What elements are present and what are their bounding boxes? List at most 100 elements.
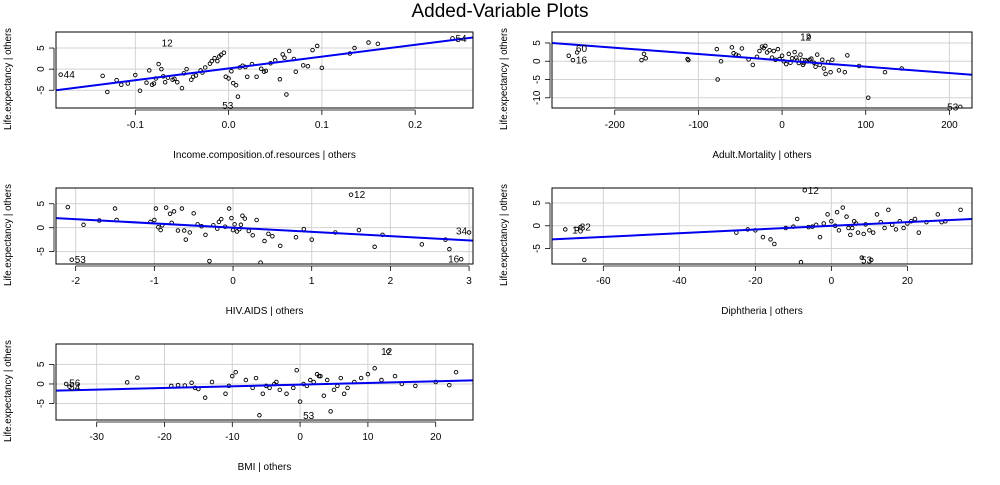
y-tick-label: 0 [36,381,47,387]
data-point [916,230,922,235]
regression-line [552,217,972,241]
data-point [221,50,227,55]
data-point [316,373,322,379]
regression-line [552,41,972,76]
data-points [63,349,459,418]
data-point [767,48,772,53]
data-point [840,205,846,210]
data-point [639,57,644,63]
data-point [218,216,224,222]
x-tick-label: -1 [150,276,159,287]
data-point [714,46,720,52]
point-id-label: 53 [222,101,234,112]
data-point [137,88,143,93]
data-point [848,232,853,238]
data-point [233,369,238,375]
data-point [775,46,781,52]
data-point [246,228,252,234]
x-tick-label: 1 [309,276,315,287]
x-tick-label: -0.1 [127,120,145,131]
x-axis-title: Adult.Mortality | others [712,150,811,161]
data-point [209,379,215,385]
data-point [159,66,164,72]
data-point [286,48,292,54]
data-point [814,52,820,57]
data-point [563,227,568,232]
data-point [226,76,231,81]
data-point [223,391,228,397]
plot-panel-1: 44 12 53 54 -0.1 0.0 0.1 0.2 -5 0 5 Income.composit… [3,28,474,161]
data-point [348,192,354,197]
data-point [886,207,891,213]
data-point [365,371,371,377]
x-axis-title: BMI | others [238,462,292,473]
plot-frame [55,31,474,109]
data-point [258,260,263,264]
regression-line [56,379,473,392]
data-point [202,395,208,400]
data-point [253,375,259,381]
regression-line [56,217,473,242]
data-point [729,45,735,50]
x-tick-label: 2 [388,276,394,287]
data-point [114,77,119,83]
data-point [844,214,849,219]
point-id-label: 16 [576,56,588,67]
point-id-label: 56 [69,378,81,389]
data-point [328,409,333,414]
data-point [825,212,830,217]
x-tick-label: 100 [857,120,874,131]
data-point [806,34,812,40]
data-point [823,71,828,77]
data-point [218,52,224,58]
data-point [105,89,110,95]
data-point [215,58,220,64]
data-point [260,391,266,397]
data-point [189,380,194,386]
data-point [238,222,244,228]
data-point [356,227,362,233]
data-point [882,69,888,75]
data-point [226,206,232,211]
data-point [294,367,299,373]
data-point [240,213,245,218]
data-point [203,65,208,70]
data-point [935,212,941,217]
data-point [179,206,185,211]
point-id-label: 12 [808,186,820,197]
point-id-label: 12 [354,190,366,201]
data-points [58,36,455,99]
data-point [282,55,287,61]
data-point [243,377,249,383]
data-point [230,373,235,379]
data-point [836,228,842,233]
data-point [100,73,105,79]
point-id-label: 34 [456,227,468,238]
data-point [147,68,152,73]
data-point [372,244,377,250]
data-point [318,373,323,379]
data-point [870,230,876,235]
y-axis-title: Life.expectancy | others [3,340,14,442]
data-point [305,63,311,69]
data-point [277,77,283,82]
y-tick-label: 0 [532,223,543,229]
data-point [739,46,745,51]
x-tick-label: -200 [605,120,625,131]
data-point [813,64,818,69]
data-point [686,57,691,63]
data-point [771,48,776,54]
x-tick-label: 0 [829,276,835,287]
data-point [191,211,196,216]
data-point [641,51,647,57]
data-point [570,57,576,63]
point-id-label: 12 [381,347,393,358]
y-tick-label: 5 [36,361,47,367]
data-point [172,76,177,82]
y-tick-label: 0 [36,224,47,230]
data-point [291,385,296,391]
data-point [263,68,269,74]
point-id-label: 12 [800,33,812,44]
y-axis-title: Life.expectancy | others [3,184,14,286]
